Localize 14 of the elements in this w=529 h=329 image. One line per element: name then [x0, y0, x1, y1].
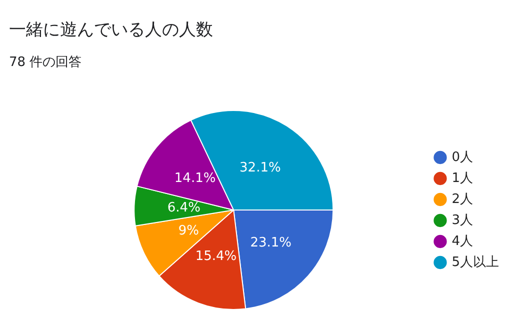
data-label: 14.1%: [174, 170, 216, 186]
chart-subtitle: 78 件の回答: [9, 54, 82, 71]
chart-title: 一緒に遊んでいる人の人数: [9, 19, 213, 41]
legend-label: 3人: [452, 212, 474, 228]
legend-label: 4人: [452, 234, 474, 249]
data-label: 15.4%: [195, 248, 237, 264]
legend-label: 0人: [452, 150, 474, 165]
legend-label: 1人: [452, 170, 474, 186]
data-label: 23.1%: [250, 235, 292, 250]
data-label: 6.4%: [167, 200, 200, 216]
legend-label: 5人以上: [452, 254, 500, 270]
legend-label: 2人: [452, 192, 474, 207]
data-label: 32.1%: [240, 160, 281, 176]
data-label: 9%: [178, 224, 199, 239]
